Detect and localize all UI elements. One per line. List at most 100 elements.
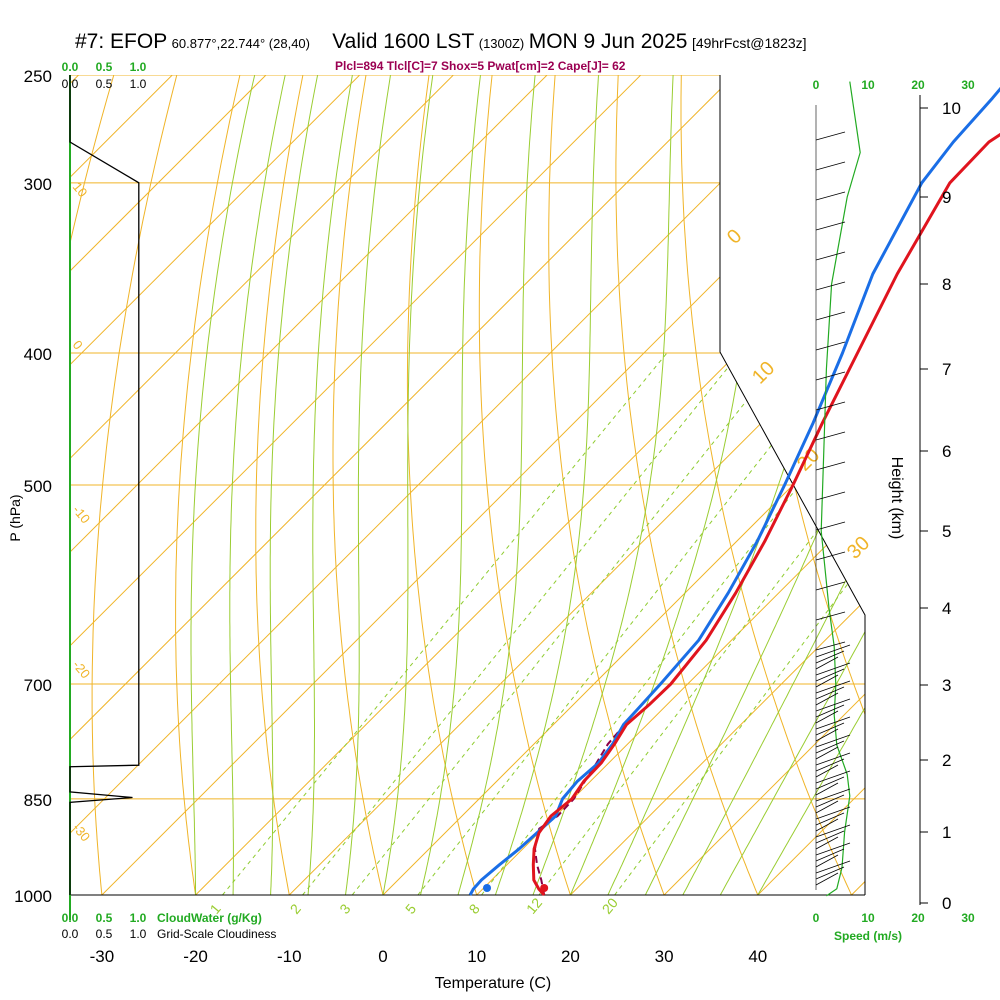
station-coords: 60.877°,22.744° (28,40) [171, 36, 310, 51]
height-tick-label: 7 [942, 360, 951, 379]
speed-tick-bottom: 0 [813, 911, 820, 925]
dry-adiabat [255, 75, 333, 895]
wind-barb [815, 692, 839, 706]
cloudwater-tick-top: 0.0 [62, 60, 79, 74]
moist-adiabat [457, 75, 536, 895]
dry-adiabat [70, 75, 156, 895]
isotherm-line [70, 75, 774, 895]
station-id: #7: EFOP [75, 30, 168, 53]
utc-time: (1300Z) [478, 36, 525, 51]
pressure-tick-label: 500 [24, 477, 52, 496]
cloudiness-profile [69, 75, 140, 895]
wind-barb [815, 686, 845, 700]
moist-adiabat [269, 75, 319, 895]
cloudiness-tick-bottom: 0.5 [96, 927, 113, 941]
wind-barb [815, 656, 839, 670]
mixing-ratio-line [351, 352, 786, 895]
speed-tick-top: 0 [813, 78, 820, 92]
isotherm-line [72, 75, 865, 895]
height-axis-label: Height (km) [888, 457, 905, 540]
mixing-ratio-line [538, 352, 865, 895]
forecast-run: [49hrFcst@1823z] [691, 35, 807, 51]
mixing-ratio-label: 2 [287, 901, 304, 917]
wind-barb [815, 461, 846, 471]
wind-barb [815, 698, 851, 712]
cloudwater-tick-bottom: 0.0 [62, 911, 79, 925]
dry-adiabat [175, 75, 274, 895]
height-tick-label: 9 [942, 188, 951, 207]
wind-barb [815, 740, 845, 754]
wind-barb [815, 221, 846, 231]
wind-barb [815, 716, 851, 730]
speed-tick-top: 10 [861, 78, 875, 92]
cloudiness-tick-top: 0.0 [62, 77, 79, 91]
dry-adiabat [864, 75, 865, 895]
isotherm-line [447, 75, 865, 895]
forecast-date: MON 9 Jun 2025 [528, 30, 688, 53]
moist-adiabat [420, 75, 481, 895]
isotherm-line [634, 75, 865, 895]
surface-dewpoint-dot [483, 884, 492, 892]
moist-adiabat [719, 75, 865, 895]
cloudwater-tick-bottom: 1.0 [130, 911, 147, 925]
dry-adiabat [332, 75, 393, 895]
mixing-ratio-label: 12 [523, 895, 545, 917]
speed-tick-bottom: 10 [861, 911, 875, 925]
chart-title: #7: EFOP 60.877°,22.744° (28,40) Valid 1… [75, 30, 807, 54]
cloudwater-tick-bottom: 0.5 [96, 911, 113, 925]
wind-barb [815, 776, 845, 790]
wind-barb [815, 824, 851, 838]
cloudiness-tick-top: 0.5 [96, 77, 113, 91]
x-tick-label: 30 [655, 947, 674, 966]
wind-barb [815, 788, 851, 802]
isotherm-line [70, 75, 586, 895]
dry-adiabat [548, 75, 676, 895]
x-tick-label: -20 [183, 947, 208, 966]
x-tick-label: -10 [277, 947, 302, 966]
dry-adiabat [406, 75, 486, 895]
isotherm-line [260, 75, 865, 895]
pressure-tick-label: 400 [24, 345, 52, 364]
wind-barb [815, 131, 846, 141]
dry-adiabat [924, 0, 1000, 924]
wind-barb [815, 770, 851, 784]
isotherm-line [70, 75, 865, 895]
adiabat-label-right: 30 [843, 532, 874, 563]
sounding-indices: Plcl=894 Tlcl[C]=7 Shox=5 Pwat[cm]=2 Cap… [335, 59, 626, 73]
wind-barb [815, 758, 845, 772]
mixing-ratio-label: 20 [599, 895, 621, 917]
moist-adiabat [382, 75, 434, 895]
wind-barb [815, 746, 839, 760]
cloudiness-tick-bottom: 0.0 [62, 927, 79, 941]
pressure-tick-label: 250 [24, 67, 52, 86]
mixing-ratio-label: 5 [402, 901, 419, 917]
isotherm-line [70, 75, 399, 895]
wind-barb [815, 728, 839, 742]
wind-barb [815, 644, 851, 658]
dry-adiabat [91, 75, 215, 895]
pressure-tick-label: 850 [24, 791, 52, 810]
speed-label: Speed (m/s) [834, 929, 902, 943]
speed-tick-top: 20 [911, 78, 925, 92]
moist-adiabat [494, 75, 599, 895]
x-tick-label: 20 [561, 947, 580, 966]
isotherm-line [70, 75, 118, 895]
wind-barb [815, 611, 846, 621]
height-tick-label: 4 [942, 599, 951, 618]
mixing-ratio-line [417, 352, 845, 895]
mixing-ratio-line [222, 352, 668, 895]
wind-barb [815, 551, 846, 561]
moist-adiabat [757, 75, 865, 895]
mixing-ratio-label: 3 [336, 901, 353, 917]
wind-barb [815, 704, 845, 718]
wind-barb [815, 668, 845, 682]
cloudwater-tick-top: 1.0 [130, 60, 147, 74]
wind-barb [815, 800, 839, 814]
mixing-ratio-label: 8 [466, 901, 483, 917]
wind-barb [815, 680, 851, 694]
wind-barb [815, 872, 839, 886]
wind-barb [815, 161, 846, 171]
plot-area [70, 0, 1000, 924]
wind-barb [815, 281, 846, 291]
wind-barb [815, 650, 845, 664]
